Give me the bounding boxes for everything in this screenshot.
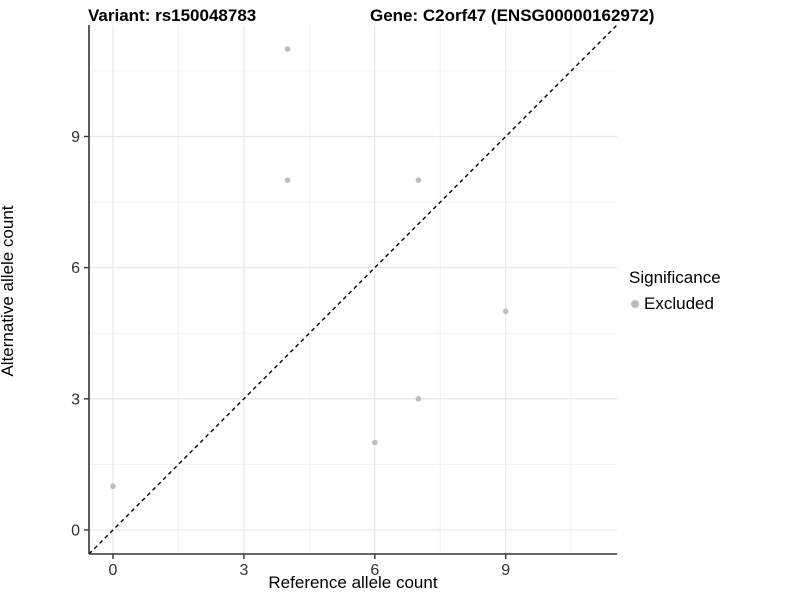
data-point xyxy=(284,46,291,52)
identity-line xyxy=(88,24,618,555)
legend-title: Significance xyxy=(629,268,721,287)
legend-item-excluded: Excluded xyxy=(629,294,721,314)
y-axis-title: Alternative allele count xyxy=(0,205,17,377)
data-point xyxy=(284,177,291,184)
y-tick-label: 9 xyxy=(71,129,80,146)
data-point xyxy=(415,177,422,184)
x-axis-title: Reference allele count xyxy=(268,573,438,592)
data-point xyxy=(502,308,509,315)
data-point xyxy=(415,395,422,402)
y-tick-label: 6 xyxy=(71,260,80,277)
legend: Significance Excluded xyxy=(629,268,721,314)
y-tick-label: 0 xyxy=(71,522,80,539)
data-point xyxy=(110,483,116,490)
x-tick-label: 0 xyxy=(109,562,118,579)
data-point xyxy=(372,439,378,446)
x-tick-label: 3 xyxy=(239,562,248,579)
x-tick-label: 9 xyxy=(501,562,510,579)
x-tick-label: 6 xyxy=(370,562,379,579)
y-tick-label: 3 xyxy=(71,391,80,408)
gene-title: Gene: C2orf47 (ENSG00000162972) xyxy=(370,6,655,25)
point-swatch-icon xyxy=(631,300,639,308)
variant-title: Variant: rs150048783 xyxy=(88,6,257,25)
legend-item-label: Excluded xyxy=(644,294,714,313)
